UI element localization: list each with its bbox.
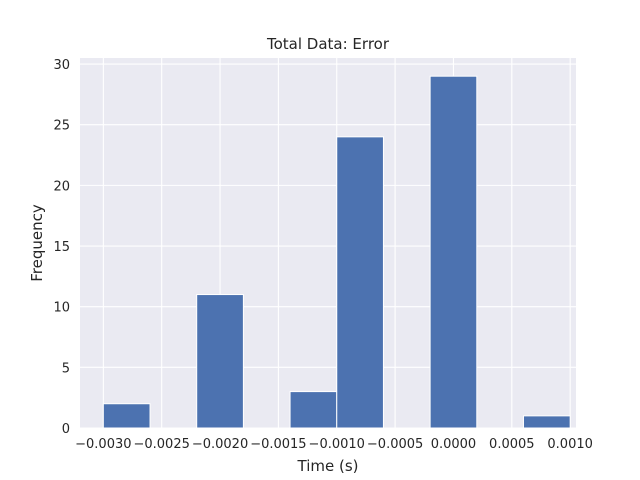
- y-tick-label-3: 15: [53, 240, 70, 255]
- y-tick-label-0: 0: [62, 422, 70, 437]
- bar-5: [336, 136, 384, 429]
- y-tick-label-5: 25: [53, 119, 70, 134]
- x-tick-label-4: −0.0010: [309, 437, 365, 452]
- x-tick-label-5: −0.0005: [367, 437, 423, 452]
- y-tick-label-1: 5: [62, 361, 70, 376]
- chart-title: Total Data: Error: [266, 35, 390, 53]
- x-tick-label-2: −0.0020: [192, 437, 248, 452]
- y-tick-labels: 0 5 10 15 20 25 30: [53, 58, 70, 437]
- x-tick-label-3: −0.0015: [250, 437, 306, 452]
- bar-2: [196, 294, 244, 429]
- y-tick-label-6: 30: [53, 58, 70, 73]
- plot-background: [80, 58, 576, 428]
- bar-4: [289, 391, 338, 429]
- y-tick-label-2: 10: [53, 301, 70, 316]
- bar-7: [429, 75, 478, 429]
- histogram-bars: [102, 75, 571, 429]
- bar-9: [522, 415, 571, 429]
- x-tick-labels: −0.0030 −0.0025 −0.0020 −0.0015 −0.0010 −0.00…: [75, 437, 593, 452]
- y-tick-label-4: 20: [53, 179, 70, 194]
- x-tick-label-7: 0.0005: [489, 437, 535, 452]
- y-axis-label: Frequency: [28, 204, 46, 282]
- bar-0: [102, 403, 151, 429]
- x-tick-label-1: −0.0025: [133, 437, 189, 452]
- x-tick-label-6: 0.0000: [431, 437, 477, 452]
- x-axis-label: Time (s): [297, 457, 359, 475]
- x-tick-label-0: −0.0030: [75, 437, 131, 452]
- x-tick-label-8: 0.0010: [547, 437, 593, 452]
